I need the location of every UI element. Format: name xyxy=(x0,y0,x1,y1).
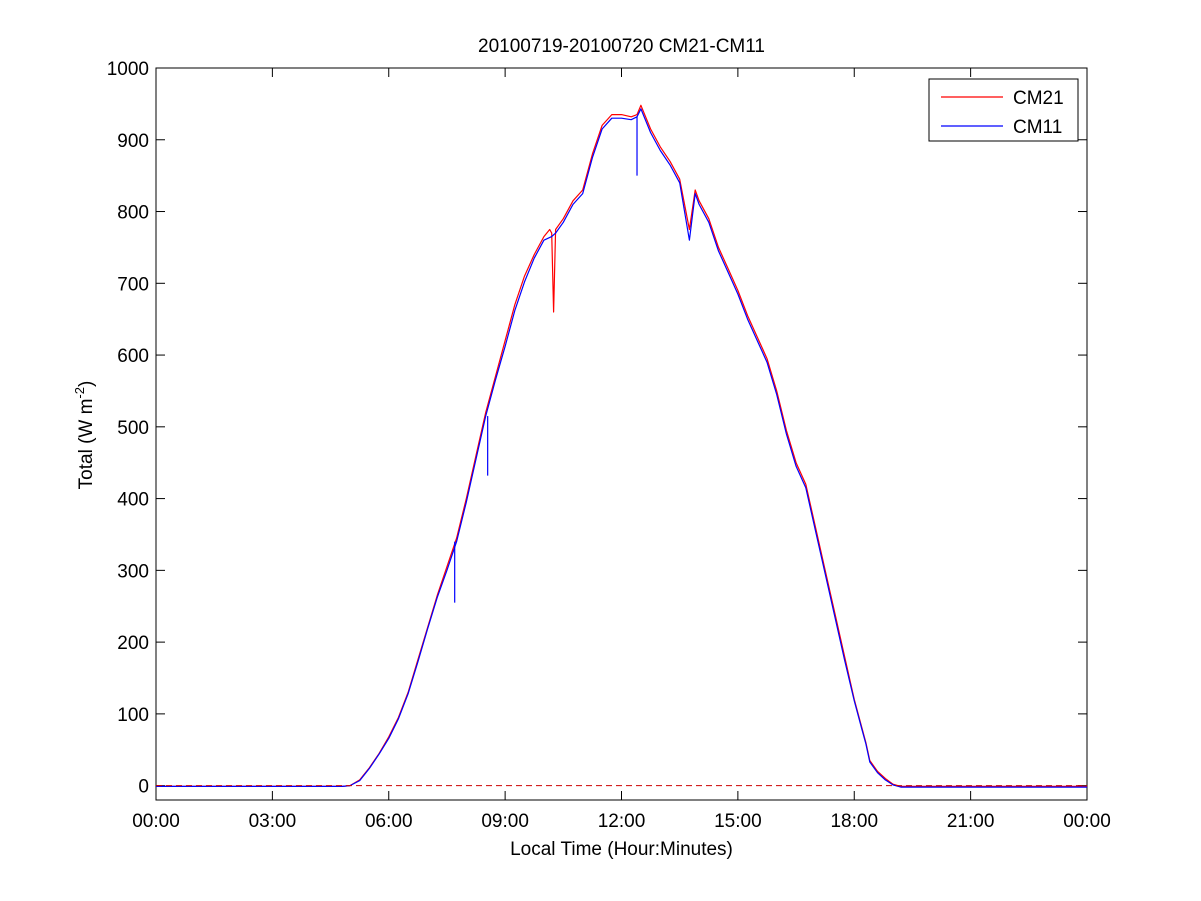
legend-box xyxy=(928,78,1079,142)
y-tick-label: 500 xyxy=(117,418,149,439)
y-tick-label: 300 xyxy=(117,561,149,582)
chart-title: 20100719-20100720 CM21-CM11 xyxy=(478,36,765,57)
y-tick-label: 400 xyxy=(117,490,149,511)
y-tick-label: 900 xyxy=(117,131,149,152)
y-axis-label-tail: ) xyxy=(76,381,97,387)
x-tick-label: 18:00 xyxy=(830,811,878,832)
x-tick-label: 06:00 xyxy=(365,811,413,832)
legend: CM21 CM11 xyxy=(928,78,1079,142)
y-tick-label: 600 xyxy=(117,346,149,367)
x-tick-label: 12:00 xyxy=(598,811,646,832)
x-tick-label: 21:00 xyxy=(947,811,995,832)
x-tick-label: 00:00 xyxy=(1063,811,1111,832)
y-tick-label: 800 xyxy=(117,203,149,224)
axis-ticks: 00:00 03:00 06:00 09:00 12:00 15:00 18:00 21:00… xyxy=(107,59,1111,832)
x-tick-label: 00:00 xyxy=(132,811,180,832)
y-axis-label-superscript: -2 xyxy=(72,387,87,399)
plot-area xyxy=(155,67,1088,801)
x-tick-label: 03:00 xyxy=(249,811,297,832)
y-tick-label: 100 xyxy=(117,705,149,726)
legend-label-cm11: CM11 xyxy=(1013,117,1062,138)
series-lines xyxy=(156,104,1087,788)
x-tick-label: 09:00 xyxy=(481,811,529,832)
y-axis-label-main: Total (W m xyxy=(76,399,97,490)
y-axis-label: Total (W m-2) xyxy=(72,381,97,490)
y-tick-label: 0 xyxy=(138,777,149,798)
y-tick-label: 200 xyxy=(117,633,149,654)
x-tick-label: 15:00 xyxy=(714,811,762,832)
y-tick-label: 700 xyxy=(117,274,149,295)
x-axis-label: Local Time (Hour:Minutes) xyxy=(510,839,733,860)
legend-label-cm21: CM21 xyxy=(1013,88,1064,109)
y-tick-label: 1000 xyxy=(107,59,149,80)
